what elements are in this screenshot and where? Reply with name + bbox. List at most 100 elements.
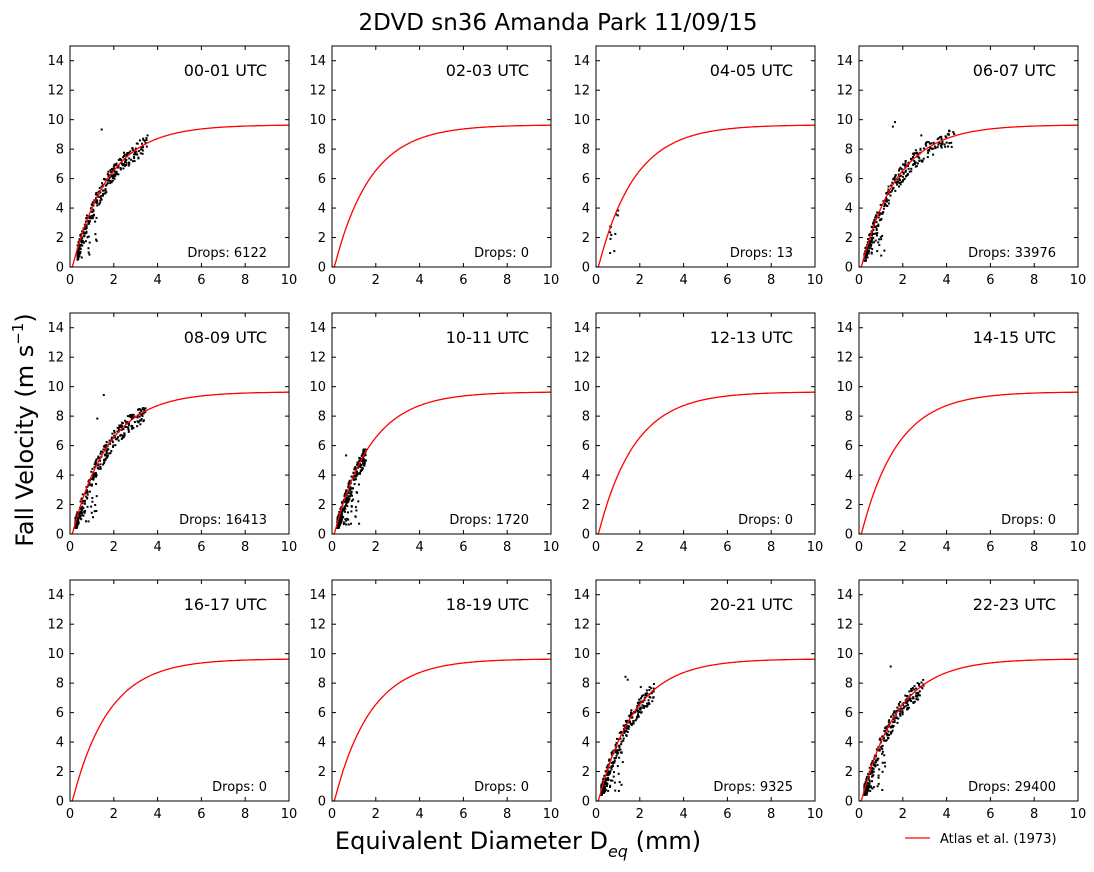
drop-point [122, 163, 125, 165]
x-tick-label: 8 [767, 273, 775, 288]
drop-points [863, 121, 956, 262]
drop-point [123, 155, 126, 157]
drop-point [621, 761, 624, 764]
drop-point [109, 179, 112, 182]
drop-point [605, 777, 608, 780]
drop-point [872, 767, 875, 770]
drop-point [920, 681, 923, 684]
drop-point [943, 143, 946, 146]
drop-point [90, 470, 93, 473]
drop-point [880, 254, 883, 257]
drop-point [625, 734, 628, 737]
drop-point [881, 761, 884, 764]
drop-point [138, 415, 141, 418]
atlas-curve [70, 391, 289, 535]
drop-point [347, 496, 350, 499]
drop-point [892, 178, 895, 181]
panel-04-05 UTC: 0 2 4 6 8 10 0 2 4 6 8 10 12 14 04-05 UTC Drops: 13 [573, 45, 823, 288]
drop-point [123, 434, 126, 437]
drop-point [120, 425, 123, 428]
drop-point [613, 771, 615, 774]
drop-point [941, 140, 944, 143]
y-tick-label: 10 [47, 113, 64, 128]
drop-point [99, 199, 102, 202]
drop-point [362, 458, 365, 461]
y-tick-label: 12 [47, 618, 64, 633]
y-tick-label: 0 [582, 261, 590, 276]
drop-point [868, 766, 871, 769]
drop-point [614, 751, 617, 754]
drop-point [870, 252, 873, 255]
y-tick-label: 10 [836, 380, 853, 395]
drop-point [98, 196, 101, 199]
drop-point [130, 158, 133, 161]
drop-point [113, 173, 116, 176]
panel-frame [595, 579, 816, 802]
drop-point [950, 145, 953, 148]
drop-point [115, 170, 118, 173]
drop-point [890, 184, 893, 187]
drop-point [888, 719, 891, 722]
y-tick-label: 4 [56, 736, 64, 751]
drop-point [899, 174, 902, 177]
drop-point [128, 161, 130, 164]
drop-point [91, 217, 94, 220]
drop-point [93, 472, 95, 475]
x-tick-label: 8 [241, 540, 249, 555]
drop-point [83, 499, 86, 502]
drop-point [881, 234, 884, 237]
drop-point [875, 759, 877, 762]
drop-point [885, 191, 888, 194]
drop-point [139, 423, 142, 426]
drop-point [108, 176, 111, 179]
drop-point [903, 178, 906, 181]
drop-point [91, 201, 94, 204]
y-tick-label: 14 [573, 588, 590, 603]
drop-point [622, 737, 625, 740]
x-tick-label: 10 [281, 273, 298, 288]
drop-point [604, 770, 607, 773]
y-tick-label: 2 [56, 231, 64, 246]
x-tick-label: 6 [459, 540, 467, 555]
drop-point [867, 252, 870, 255]
drop-point [131, 160, 134, 163]
drops-count-label: Drops: 0 [212, 780, 267, 795]
drop-point [92, 208, 95, 211]
drop-point [940, 138, 943, 140]
drop-point [609, 786, 611, 788]
x-tick-label: 6 [197, 807, 205, 822]
drop-point [645, 692, 648, 695]
drop-point [901, 710, 904, 713]
drop-point [362, 464, 365, 467]
drop-point [131, 413, 134, 416]
drop-point [652, 696, 655, 699]
drop-point [870, 785, 872, 788]
drop-point [128, 422, 130, 425]
drop-point [939, 142, 942, 145]
drop-point [347, 511, 349, 514]
drop-point [139, 152, 142, 155]
drop-point [643, 706, 645, 709]
drop-point [866, 786, 869, 789]
drop-point [890, 731, 892, 734]
drop-point [137, 421, 140, 424]
drop-point [626, 731, 629, 733]
drop-point [105, 450, 108, 453]
drop-point [937, 143, 940, 146]
drop-point [340, 521, 342, 524]
drop-point [344, 507, 347, 510]
drop-point [339, 507, 342, 510]
drop-point [917, 691, 920, 694]
drop-point [87, 520, 90, 523]
drop-point [75, 521, 78, 524]
drop-point [81, 502, 84, 505]
drop-point [872, 228, 875, 231]
x-axis-label: Equivalent Diameter Deq (mm) [335, 827, 701, 861]
x-tick-label: 10 [543, 540, 560, 555]
x-tick-label: 6 [723, 540, 731, 555]
drop-point [104, 188, 107, 191]
drop-point [901, 711, 904, 714]
drop-point [891, 724, 894, 727]
drop-point [613, 250, 616, 253]
